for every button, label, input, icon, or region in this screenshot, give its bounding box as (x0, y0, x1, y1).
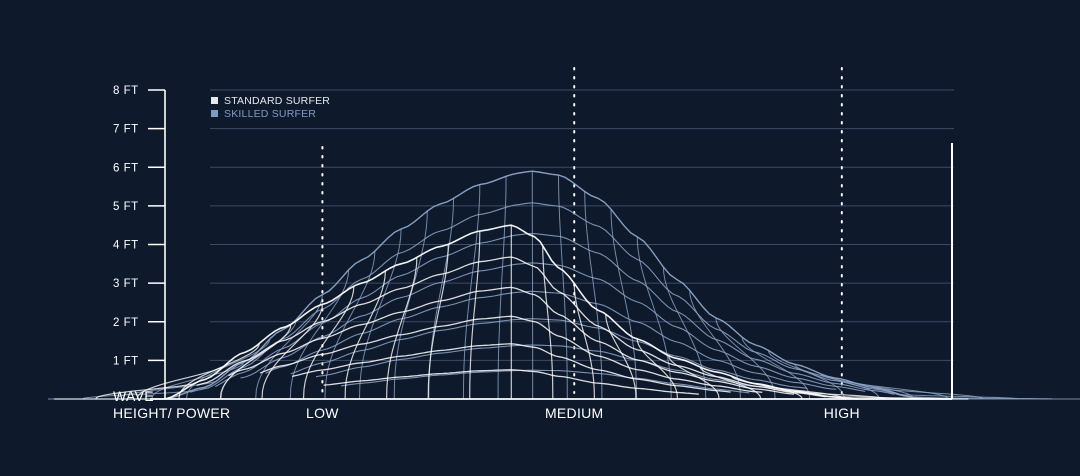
mesh-band (240, 262, 866, 392)
mesh-layer (47, 170, 1080, 400)
mesh-rib (715, 317, 776, 400)
mesh-rib (558, 174, 568, 400)
series-outline (164, 170, 953, 400)
mesh-rib (689, 290, 741, 400)
legend-label: SKILLED SURFER (224, 108, 316, 120)
mesh-band (341, 369, 750, 394)
mesh-rib (767, 350, 845, 400)
category-guides (321, 67, 843, 394)
legend-swatch (211, 97, 218, 104)
y-tick-label: 4 FT (113, 240, 139, 252)
mesh-band (265, 290, 837, 390)
series-mesh (47, 170, 1080, 400)
mesh-rib (462, 184, 481, 400)
mesh-rib (289, 269, 350, 400)
y-tick-label: 3 FT (113, 278, 139, 290)
mesh-band (215, 232, 895, 395)
mesh-rib (302, 285, 355, 400)
mesh-band (315, 344, 779, 391)
mesh-rib (605, 314, 637, 400)
mesh-rib (542, 245, 554, 400)
mesh-rib (344, 270, 386, 400)
mesh-rib (497, 176, 507, 399)
grid-layer (210, 89, 954, 361)
labels-layer: 1 FT 2 FT 3 FT 4 FT 5 FT 6 FT 7 FT 8 FT LOW MEDIU… (113, 85, 860, 421)
y-tick-label: 7 FT (113, 124, 139, 136)
mesh-rib (469, 230, 481, 400)
mesh-rib (610, 209, 638, 400)
y-tick-label: 5 FT (113, 201, 139, 213)
category-label: MEDIUM (545, 405, 604, 421)
mesh-rib (359, 228, 402, 400)
mesh-rib (741, 337, 811, 400)
mesh-rib (762, 384, 845, 400)
mesh-rib (393, 211, 428, 400)
mesh-rib (324, 251, 376, 400)
y-tick-label: 8 FT (113, 85, 139, 97)
mesh-rib (668, 355, 720, 400)
mesh-rib (219, 324, 292, 400)
mesh-rib (261, 304, 323, 400)
mesh-rib (846, 380, 949, 400)
y-axis-label-line2: HEIGHT/ POWER (113, 405, 230, 421)
mesh-rib (386, 257, 418, 400)
axes-layer (148, 89, 953, 400)
category-label: HIGH (824, 405, 860, 421)
mesh-rib (185, 338, 271, 400)
mesh-rib (584, 191, 603, 400)
y-tick-label: 1 FT (113, 355, 139, 367)
y-tick-label: 2 FT (113, 317, 139, 329)
mesh-rib (573, 283, 595, 400)
legend-swatch (211, 110, 218, 117)
category-label: LOW (306, 405, 339, 421)
mesh-rib (699, 366, 762, 400)
y-tick-label: 6 FT (113, 162, 139, 174)
mesh-band (290, 318, 808, 389)
mesh-rib (178, 343, 260, 400)
mesh-band (190, 202, 924, 399)
y-axis-label-line1: WAVE (113, 388, 154, 404)
legend-label: STANDARD SURFER (224, 95, 330, 107)
mesh-rib (427, 244, 449, 400)
mesh-rib (636, 339, 679, 400)
mesh-rib (82, 390, 192, 400)
series-mesh (54, 224, 969, 400)
mesh-rib (116, 379, 218, 400)
mesh-rib (255, 294, 323, 400)
